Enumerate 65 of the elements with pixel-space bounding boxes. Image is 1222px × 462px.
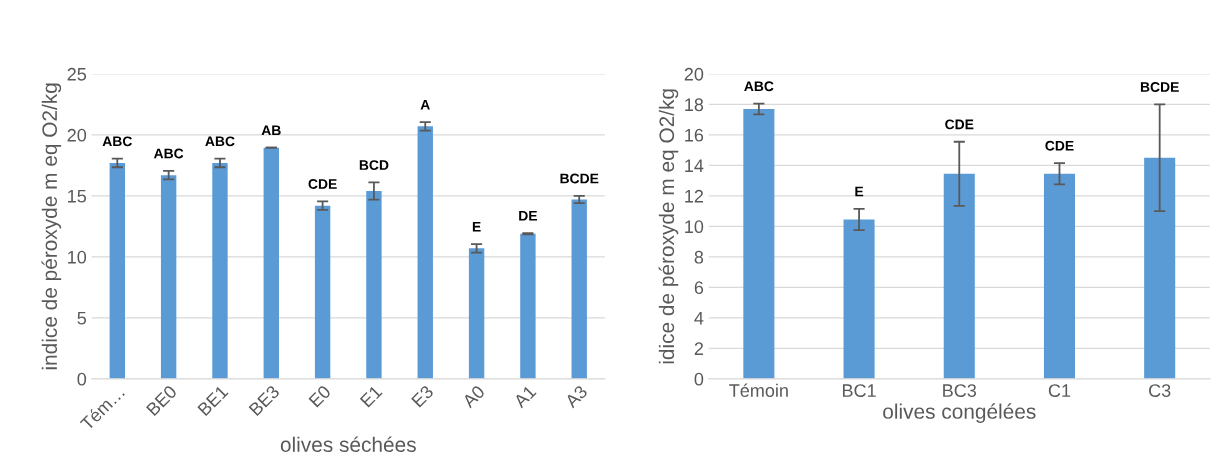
annotation: BCD xyxy=(359,160,389,170)
bar xyxy=(1043,173,1076,379)
annotation: ABC xyxy=(205,136,235,147)
bar xyxy=(1144,157,1176,379)
bar xyxy=(743,108,775,379)
x-tick-label: BE1 xyxy=(197,384,229,417)
annotation: E xyxy=(855,186,864,197)
y-tick-label: 8 xyxy=(694,250,704,264)
bar xyxy=(314,205,331,379)
y-tick-label: 10 xyxy=(685,220,704,234)
annotation: DE xyxy=(519,210,538,221)
annotation: CDE xyxy=(1045,140,1074,151)
y-tick-label: 10 xyxy=(68,250,87,264)
annotation: CDE xyxy=(308,179,337,189)
y-tick-label: 0 xyxy=(77,372,87,386)
bar xyxy=(843,219,875,379)
bar xyxy=(366,191,382,379)
x-tick-label: BC1 xyxy=(842,384,876,397)
x-tick-label: BE3 xyxy=(248,384,281,417)
x-tick-label: A1 xyxy=(512,384,537,409)
y-tick-label: 25 xyxy=(67,67,87,81)
x-tick-label: E0 xyxy=(308,384,332,408)
x-tick-label: BC3 xyxy=(943,384,977,397)
y-tick-label: 5 xyxy=(77,311,87,325)
x-tick-label: E3 xyxy=(411,384,435,408)
annotation: BCDE xyxy=(1140,82,1179,92)
y-tick-label: 15 xyxy=(68,190,87,203)
y-tick-label: 14 xyxy=(685,159,704,172)
bar xyxy=(160,175,177,379)
annotation: BCDE xyxy=(560,173,599,184)
y-tick-label: 18 xyxy=(685,98,704,112)
annotation: CDE xyxy=(945,119,974,130)
bar xyxy=(263,147,279,379)
x-tick-label: Témoin xyxy=(729,383,788,397)
bar xyxy=(109,162,126,379)
bar xyxy=(520,233,536,379)
y-tick-label: 16 xyxy=(685,128,704,142)
y-tick-label: 6 xyxy=(694,281,704,295)
y-tick-label: 12 xyxy=(685,189,703,203)
annotation: ABC xyxy=(153,148,184,159)
bar xyxy=(417,126,433,379)
x-axis-title: olives séchées xyxy=(280,436,416,452)
x-tick-label: E1 xyxy=(359,384,383,408)
x-tick-label: BE0 xyxy=(145,384,178,417)
x-axis-title: olives congélées xyxy=(883,403,1036,423)
bar xyxy=(212,162,228,379)
x-tick-label: C1 xyxy=(1048,384,1071,397)
annotation: ABC xyxy=(102,136,132,147)
y-tick-label: 2 xyxy=(694,342,703,355)
bar xyxy=(943,173,975,379)
y-tick-label: 20 xyxy=(684,67,704,81)
annotation: AB xyxy=(261,125,281,136)
y-tick-label: 20 xyxy=(67,128,87,142)
x-tick-label: C3 xyxy=(1149,384,1171,397)
y-axis-title: idice de péroxyde m eq O2/kg xyxy=(658,89,679,364)
x-tick-label: A3 xyxy=(563,384,589,409)
annotation: A xyxy=(420,99,430,110)
y-tick-label: 4 xyxy=(694,311,704,325)
y-tick-label: 0 xyxy=(694,372,704,386)
x-tick-label: A0 xyxy=(461,384,486,409)
annotation: ABC xyxy=(744,81,774,92)
bar xyxy=(468,248,485,379)
annotation: E xyxy=(472,221,481,232)
y-axis-title: indice de péroxyde m eq O2/kg xyxy=(41,83,62,370)
bar xyxy=(571,199,587,379)
